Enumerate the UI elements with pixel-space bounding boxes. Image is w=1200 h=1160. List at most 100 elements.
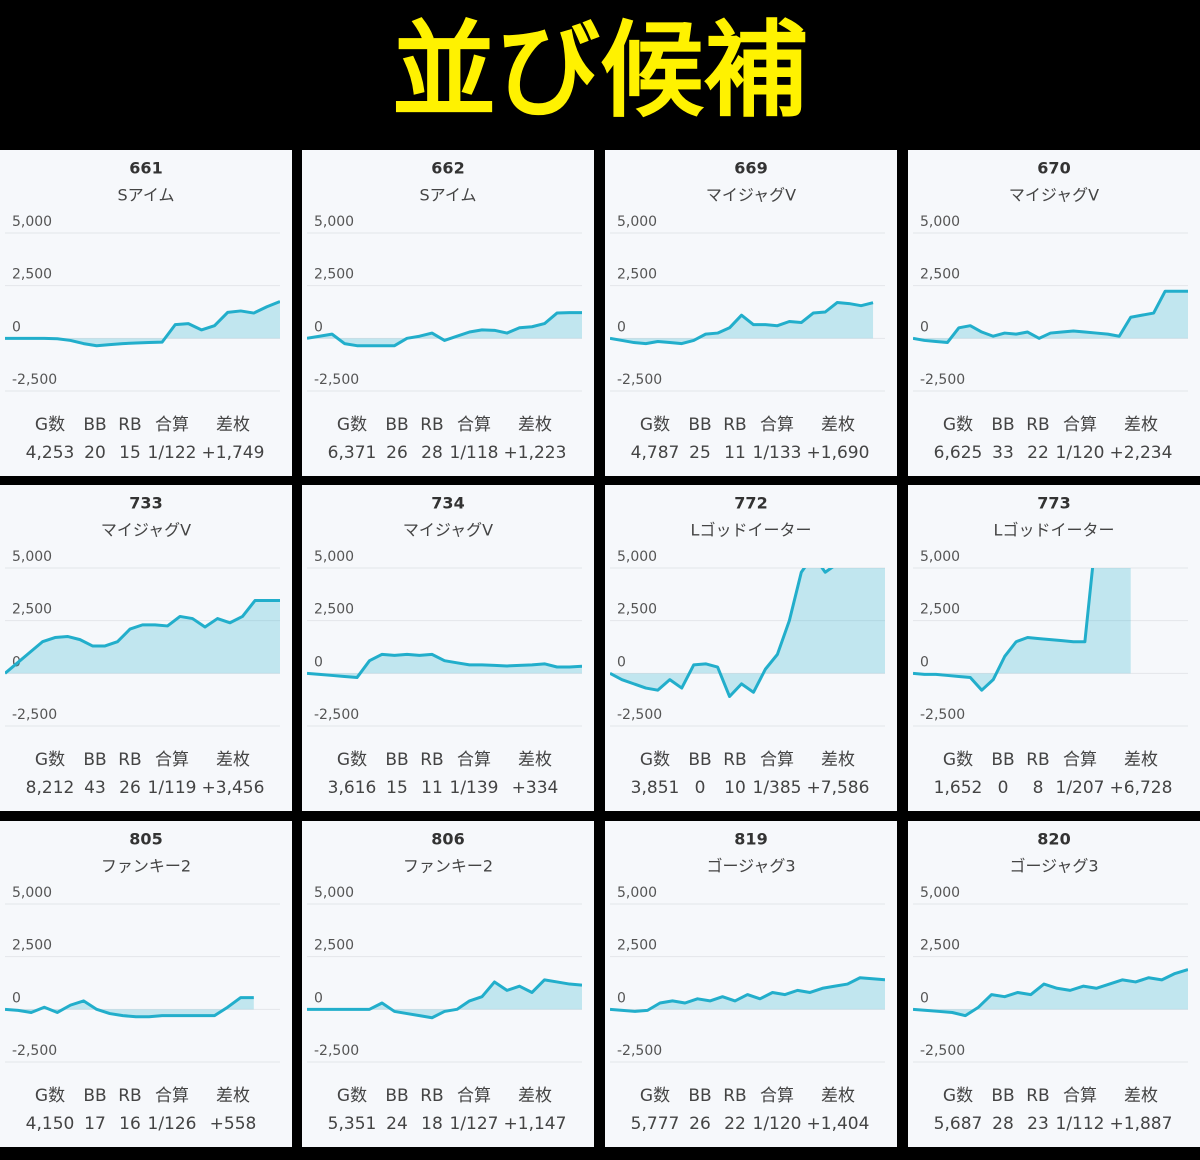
stat-value: 8,212: [26, 778, 75, 798]
machine-number: 819: [734, 830, 767, 849]
stat-value: 6,625: [934, 443, 983, 463]
stat-value: 23: [1027, 1114, 1049, 1134]
area: [610, 302, 874, 344]
machine-number: 733: [129, 494, 162, 513]
stat-label: G数: [337, 415, 367, 435]
y-tick-label: 2,500: [314, 938, 354, 954]
y-tick-label: 5,000: [12, 214, 52, 230]
stat-label: G数: [640, 750, 670, 770]
stat-value: +7,586: [807, 778, 870, 798]
card-bg: [302, 821, 594, 1147]
y-tick-label: -2,500: [617, 372, 662, 388]
machine-number: 773: [1037, 494, 1070, 513]
stat-value: +6,728: [1110, 778, 1173, 798]
stat-label: 差枚: [216, 415, 250, 435]
machine-number: 772: [734, 494, 767, 513]
area: [5, 997, 254, 1017]
stat-label: RB: [1026, 415, 1049, 435]
y-tick-label: 0: [617, 319, 626, 335]
stat-label: 差枚: [821, 750, 855, 770]
stat-value: 5,351: [328, 1114, 377, 1134]
y-tick-label: 5,000: [314, 549, 354, 565]
machine-name: マイジャグV: [101, 521, 191, 540]
card: 820 ゴージャグ3 5,000 2,500 0 -2,500 G数 5,687 BB 28 RB 2…: [908, 821, 1200, 1147]
card-bg: [908, 821, 1200, 1147]
stat-label: G数: [640, 1086, 670, 1106]
y-tick-label: 5,000: [314, 885, 354, 901]
stat-value: +2,234: [1110, 443, 1173, 463]
machine-name: Lゴッドイーター: [691, 521, 812, 540]
stat-value: 1/126: [148, 1114, 197, 1134]
card: 819 ゴージャグ3 5,000 2,500 0 -2,500 G数 5,777 BB 26 RB 2…: [605, 821, 897, 1147]
card-bg: [0, 485, 292, 811]
card: 661 Sアイム 5,000 2,500 0 -2,500 G数 4,253 BB 20 RB 15 合…: [0, 150, 292, 476]
line: [5, 599, 280, 675]
card: 662 Sアイム 5,000 2,500 0 -2,500 G数 6,371 BB 26 RB 28 合…: [302, 150, 594, 476]
line: [307, 652, 582, 680]
stat-label: G数: [943, 1086, 973, 1106]
y-tick-label: 2,500: [617, 938, 657, 954]
stat-label: 差枚: [518, 1086, 552, 1106]
card-bg: [908, 485, 1200, 811]
y-tick-label: 2,500: [314, 267, 354, 283]
card-bg: [0, 821, 292, 1147]
card: 734 マイジャグV 5,000 2,500 0 -2,500 G数 3,616 BB 15 RB 1…: [302, 485, 594, 811]
line: [610, 568, 834, 699]
y-tick-label: 0: [314, 654, 323, 670]
line: [913, 568, 1095, 692]
stat-label: RB: [118, 1086, 141, 1106]
line: [913, 289, 1188, 345]
stat-label: BB: [83, 415, 106, 435]
stat-label: RB: [420, 750, 443, 770]
machine-name: ファンキー2: [403, 857, 493, 876]
line: [307, 978, 582, 1020]
stat-value: 43: [84, 778, 106, 798]
line: [610, 301, 874, 346]
stat-value: 5,687: [934, 1114, 983, 1134]
stat-label: 合算: [1063, 750, 1097, 770]
y-tick-label: 0: [314, 990, 323, 1006]
y-tick-label: 5,000: [12, 549, 52, 565]
stat-label: BB: [385, 750, 408, 770]
stat-label: BB: [688, 415, 711, 435]
y-tick-label: 2,500: [920, 938, 960, 954]
y-tick-label: 0: [617, 990, 626, 1006]
y-tick-label: -2,500: [314, 372, 359, 388]
y-tick-label: 2,500: [617, 267, 657, 283]
stat-label: 合算: [760, 1086, 794, 1106]
stat-label: 合算: [155, 415, 189, 435]
stat-value: +558: [210, 1114, 257, 1134]
stat-label: RB: [420, 1086, 443, 1106]
card: 806 ファンキー2 5,000 2,500 0 -2,500 G数 5,351 BB 24 RB 1…: [302, 821, 594, 1147]
machine-name: ゴージャグ3: [706, 857, 795, 876]
stat-label: RB: [118, 415, 141, 435]
stat-label: 合算: [760, 750, 794, 770]
stat-value: 1/207: [1056, 778, 1105, 798]
stat-value: 1/127: [450, 1114, 499, 1134]
card: 772 Lゴッドイーター 5,000 2,500 0 -2,500 G数 3,851 BB 0 RB…: [605, 485, 897, 811]
line: [913, 968, 1188, 1018]
machine-name: Sアイム: [117, 186, 174, 205]
stat-value: 1/120: [753, 1114, 802, 1134]
stat-label: BB: [385, 415, 408, 435]
card: 805 ファンキー2 5,000 2,500 0 -2,500 G数 4,150 BB 17 RB 1…: [0, 821, 292, 1147]
y-tick-label: -2,500: [314, 707, 359, 723]
stat-value: 33: [992, 443, 1014, 463]
y-tick-label: 5,000: [314, 214, 354, 230]
stat-label: BB: [385, 1086, 408, 1106]
y-tick-label: 5,000: [617, 549, 657, 565]
area: [610, 568, 885, 697]
stat-label: 差枚: [518, 750, 552, 770]
machine-number: 670: [1037, 159, 1070, 178]
stat-value: 18: [421, 1114, 443, 1134]
stat-label: 差枚: [216, 1086, 250, 1106]
stat-value: 0: [695, 778, 706, 798]
machine-number: 662: [431, 159, 464, 178]
stat-label: G数: [35, 1086, 65, 1106]
area: [913, 568, 1131, 691]
stat-label: 差枚: [1124, 1086, 1158, 1106]
y-tick-label: 0: [12, 319, 21, 335]
stat-value: +1,147: [504, 1114, 567, 1134]
stat-label: 合算: [457, 750, 491, 770]
